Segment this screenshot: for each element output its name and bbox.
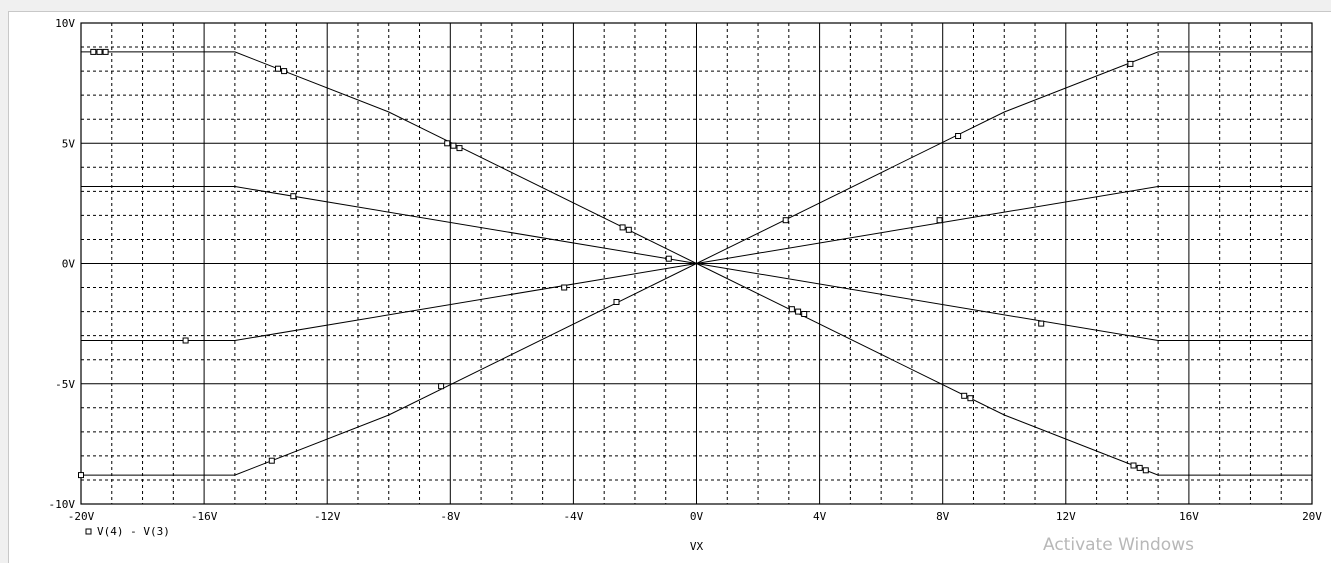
data-point-marker — [78, 472, 84, 479]
data-point-marker — [96, 48, 103, 55]
x-tick-label: 4V — [813, 510, 827, 523]
x-tick-label: -20V — [68, 510, 95, 523]
activate-windows-watermark: Activate Windows — [1043, 535, 1194, 555]
y-tick-label: -5V — [55, 378, 75, 391]
data-point-marker — [1127, 60, 1134, 67]
data-point-marker — [102, 48, 109, 55]
data-point-marker — [801, 311, 808, 317]
data-point-marker — [795, 308, 802, 315]
y-tick-label: 5V — [62, 137, 76, 150]
x-tick-label: 12V — [1056, 510, 1076, 523]
data-point-marker — [281, 68, 288, 75]
x-tick-label: 0V — [690, 510, 704, 523]
data-point-marker — [1130, 462, 1137, 469]
data-point-marker — [275, 65, 281, 72]
y-tick-label: 10V — [55, 17, 75, 30]
data-point-marker — [961, 392, 968, 399]
series-layer — [78, 48, 1312, 479]
data-point-marker — [268, 457, 275, 464]
data-point-marker — [450, 142, 457, 149]
tick-labels: -20V -16V -12V -8V -4V 0V 4V 8V 12V 16V 20V 10V 5V 0V… — [49, 17, 1323, 553]
data-point-marker — [619, 224, 626, 231]
data-point-marker — [90, 48, 97, 55]
x-tick-label: 20V — [1302, 510, 1322, 523]
data-point-marker — [438, 383, 445, 390]
data-point-marker — [936, 217, 943, 224]
legend-label: V(4) - V(3) — [97, 525, 170, 538]
y-tick-label: -10V — [49, 498, 76, 511]
data-point-marker — [613, 299, 620, 305]
data-point-marker — [444, 140, 451, 147]
x-tick-label: -16V — [191, 510, 218, 523]
data-point-marker — [561, 284, 568, 291]
legend-marker-icon — [85, 528, 92, 535]
plot-frame — [80, 22, 1313, 505]
x-axis-label: VX — [690, 540, 704, 553]
data-point-marker — [625, 226, 632, 233]
x-tick-label: 16V — [1179, 510, 1199, 523]
x-tick-label: -8V — [440, 510, 460, 523]
x-tick-label: 8V — [936, 510, 950, 523]
axes — [80, 22, 1313, 505]
window-top-edge — [0, 0, 1331, 12]
data-point-marker — [782, 217, 789, 224]
data-point-marker — [665, 255, 672, 262]
data-point-marker — [967, 395, 974, 402]
data-point-marker — [1038, 320, 1045, 327]
x-tick-label: -12V — [314, 510, 341, 523]
data-point-marker — [290, 193, 297, 200]
legend: V(4) - V(3) — [85, 525, 170, 538]
data-point-marker — [1142, 467, 1149, 474]
data-point-marker — [955, 133, 962, 139]
data-point-marker — [1136, 464, 1143, 471]
data-point-marker — [788, 306, 795, 313]
window-left-edge — [0, 11, 9, 563]
data-point-marker — [182, 337, 189, 344]
y-tick-label: 0V — [62, 258, 76, 271]
data-point-marker — [456, 145, 463, 152]
x-tick-label: -4V — [563, 510, 583, 523]
